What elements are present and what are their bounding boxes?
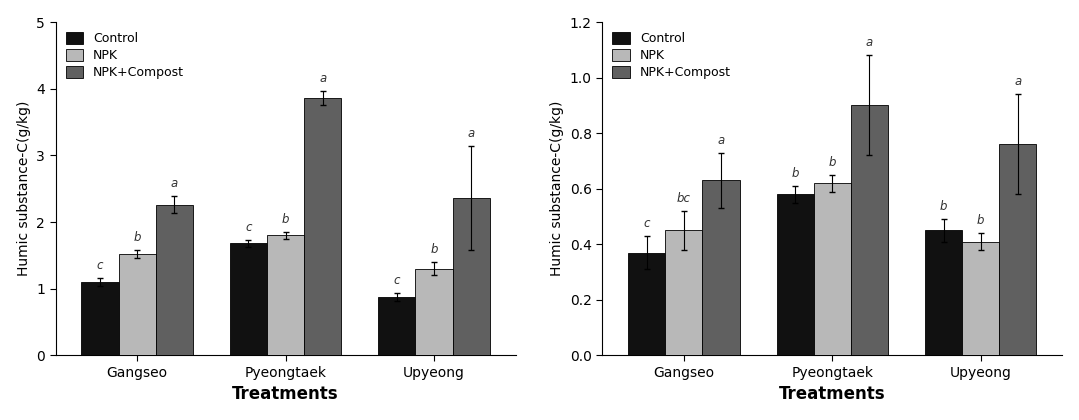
Bar: [851, 105, 888, 355]
Legend: Control, NPK, NPK+Compost: Control, NPK, NPK+Compost: [62, 29, 188, 83]
Text: b: b: [431, 243, 438, 256]
Bar: [925, 231, 962, 355]
Text: b: b: [792, 167, 798, 180]
Bar: [230, 244, 267, 355]
Text: b: b: [940, 200, 947, 213]
Text: bc: bc: [677, 192, 691, 205]
Text: a: a: [1014, 75, 1022, 88]
Text: a: a: [467, 127, 475, 140]
Bar: [415, 269, 452, 355]
Bar: [304, 98, 341, 355]
Text: a: a: [170, 177, 178, 190]
Text: b: b: [134, 231, 141, 244]
Text: b: b: [829, 156, 836, 169]
Text: c: c: [643, 217, 650, 230]
Text: a: a: [718, 134, 725, 147]
Legend: Control, NPK, NPK+Compost: Control, NPK, NPK+Compost: [609, 29, 735, 83]
Text: a: a: [319, 73, 326, 86]
Bar: [82, 282, 119, 355]
Bar: [267, 236, 304, 355]
Bar: [119, 254, 155, 355]
Text: c: c: [394, 274, 400, 287]
Bar: [777, 194, 814, 355]
Y-axis label: Humic substance-C(g/kg): Humic substance-C(g/kg): [16, 101, 30, 276]
Bar: [999, 144, 1036, 355]
X-axis label: Treatments: Treatments: [232, 385, 339, 403]
Text: c: c: [245, 221, 251, 234]
Bar: [962, 241, 999, 355]
Text: b: b: [976, 214, 984, 227]
Bar: [702, 181, 739, 355]
Text: b: b: [282, 213, 289, 226]
Bar: [379, 297, 415, 355]
Bar: [155, 205, 193, 355]
Text: a: a: [865, 37, 873, 50]
Bar: [814, 183, 851, 355]
Bar: [666, 231, 702, 355]
X-axis label: Treatments: Treatments: [779, 385, 886, 403]
Y-axis label: Humic substance-C(g/kg): Humic substance-C(g/kg): [550, 101, 564, 276]
Bar: [628, 252, 666, 355]
Bar: [452, 198, 490, 355]
Text: c: c: [97, 259, 104, 272]
